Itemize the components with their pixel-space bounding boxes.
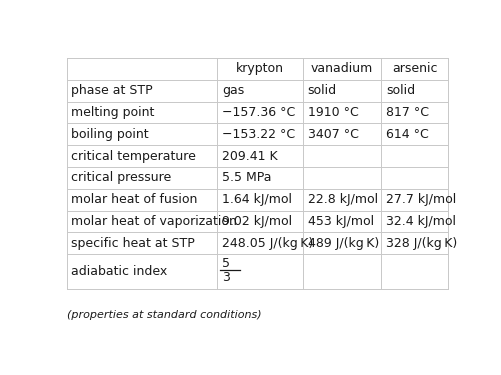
Text: vanadium: vanadium xyxy=(310,62,372,75)
Text: 3: 3 xyxy=(221,272,229,284)
Text: adiabatic index: adiabatic index xyxy=(71,265,167,278)
Text: 27.7 kJ/mol: 27.7 kJ/mol xyxy=(385,193,455,206)
Text: molar heat of vaporization: molar heat of vaporization xyxy=(71,215,236,228)
Text: 32.4 kJ/mol: 32.4 kJ/mol xyxy=(385,215,455,228)
Text: boiling point: boiling point xyxy=(71,128,149,141)
Text: 614 °C: 614 °C xyxy=(385,128,428,141)
Text: specific heat at STP: specific heat at STP xyxy=(71,237,195,250)
Text: 817 °C: 817 °C xyxy=(385,106,428,119)
Text: arsenic: arsenic xyxy=(391,62,436,75)
Text: 3407 °C: 3407 °C xyxy=(307,128,358,141)
Text: 248.05 J/(kg K): 248.05 J/(kg K) xyxy=(221,237,313,250)
Text: 209.41 K: 209.41 K xyxy=(221,150,277,162)
Text: −157.36 °C: −157.36 °C xyxy=(221,106,295,119)
Text: solid: solid xyxy=(385,84,414,97)
Text: 9.02 kJ/mol: 9.02 kJ/mol xyxy=(221,215,292,228)
Text: critical pressure: critical pressure xyxy=(71,171,171,184)
Text: krypton: krypton xyxy=(235,62,284,75)
Text: molar heat of fusion: molar heat of fusion xyxy=(71,193,197,206)
Text: 5: 5 xyxy=(221,257,229,270)
Text: 328 J/(kg K): 328 J/(kg K) xyxy=(385,237,456,250)
Text: −153.22 °C: −153.22 °C xyxy=(221,128,295,141)
Text: 453 kJ/mol: 453 kJ/mol xyxy=(307,215,373,228)
Text: gas: gas xyxy=(221,84,243,97)
Text: 5.5 MPa: 5.5 MPa xyxy=(221,171,271,184)
Text: 489 J/(kg K): 489 J/(kg K) xyxy=(307,237,378,250)
Text: 1.64 kJ/mol: 1.64 kJ/mol xyxy=(221,193,291,206)
Text: phase at STP: phase at STP xyxy=(71,84,153,97)
Text: critical temperature: critical temperature xyxy=(71,150,196,162)
Text: solid: solid xyxy=(307,84,336,97)
Text: 1910 °C: 1910 °C xyxy=(307,106,358,119)
Text: (properties at standard conditions): (properties at standard conditions) xyxy=(67,310,261,320)
Text: 22.8 kJ/mol: 22.8 kJ/mol xyxy=(307,193,377,206)
Text: melting point: melting point xyxy=(71,106,154,119)
